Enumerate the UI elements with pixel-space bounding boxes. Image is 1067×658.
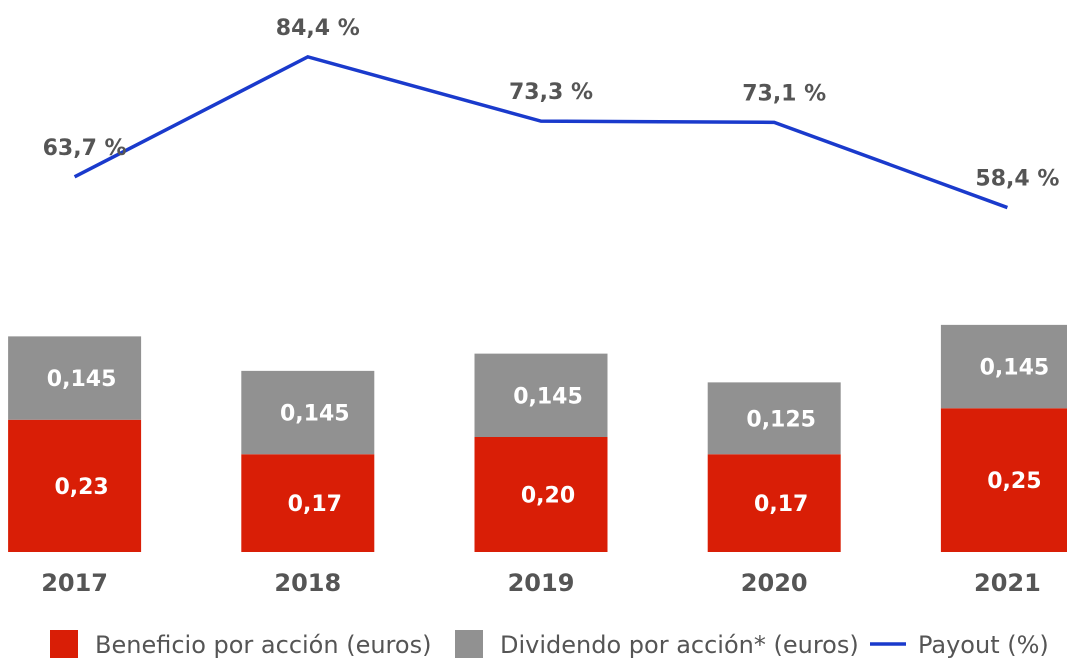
bar-segment [474, 437, 608, 552]
bar-segment [8, 419, 142, 552]
legend-swatch [455, 630, 483, 658]
data-label: 0,25 [987, 469, 1041, 494]
bar-segment [474, 353, 608, 437]
legend-label: Dividendo por acción* (euros) [500, 631, 859, 658]
x-tick-label: 2018 [274, 569, 341, 597]
data-label: 0,145 [980, 356, 1050, 381]
bar-segment [707, 454, 841, 552]
data-label: 0,145 [280, 402, 350, 427]
data-label: 0,125 [746, 407, 816, 432]
x-tick-label: 2019 [508, 569, 575, 597]
legend-label: Beneficio por acción (euros) [95, 631, 431, 658]
bar-segment [940, 408, 1067, 552]
payout-line [73, 54, 1009, 210]
data-label: 58,4 % [975, 167, 1059, 192]
data-label: 73,3 % [509, 80, 593, 105]
bar-segment [241, 370, 375, 455]
data-label: 84,4 % [276, 16, 360, 41]
data-label: 0,17 [288, 492, 342, 517]
legend-label: Payout (%) [918, 631, 1049, 658]
legend-swatch [50, 630, 78, 658]
bar-segment [8, 336, 142, 420]
bar-segment [707, 382, 841, 455]
data-label: 63,7 % [43, 136, 127, 161]
bar-segment [940, 324, 1067, 409]
x-tick-label: 2017 [41, 569, 108, 597]
x-tick-label: 2021 [974, 569, 1041, 597]
data-label: 73,1 % [742, 81, 826, 106]
data-label: 0,23 [54, 475, 108, 500]
x-tick-label: 2020 [741, 569, 808, 597]
data-label: 0,145 [47, 367, 117, 392]
data-label: 0,145 [513, 384, 583, 409]
data-label: 0,17 [754, 492, 808, 517]
bar-segment [241, 454, 375, 552]
data-label: 0,20 [521, 484, 575, 509]
